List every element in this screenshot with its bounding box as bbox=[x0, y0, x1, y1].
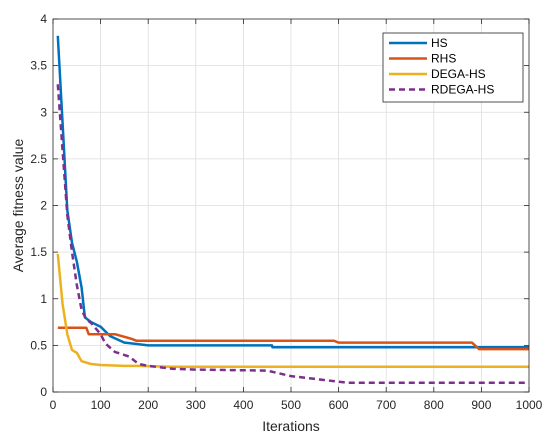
series-line-rdega-hs bbox=[56, 84, 529, 384]
y-tick-label: 1 bbox=[40, 292, 47, 306]
y-tick-label: 1.5 bbox=[30, 245, 47, 259]
y-tick-label: 2.5 bbox=[30, 152, 47, 166]
x-tick-label: 400 bbox=[233, 398, 253, 412]
legend-label-hs: HS bbox=[431, 36, 448, 50]
x-tick-label: 200 bbox=[138, 398, 158, 412]
x-axis-label: Iterations bbox=[262, 418, 320, 434]
y-tick-labels: 0 0.5 1 1.5 2 2.5 3 3.5 4 bbox=[30, 12, 47, 399]
y-tick-label: 3.5 bbox=[30, 59, 47, 73]
y-tick-label: 0.5 bbox=[30, 338, 47, 352]
x-tick-label: 1000 bbox=[516, 398, 543, 412]
x-tick-label: 300 bbox=[186, 398, 206, 412]
series-layer bbox=[56, 35, 529, 384]
legend-box bbox=[382, 32, 524, 103]
y-tick-label: 3 bbox=[40, 105, 47, 119]
x-tick-label: 800 bbox=[424, 398, 444, 412]
x-tick-label: 100 bbox=[91, 398, 111, 412]
axis-ticks bbox=[52, 18, 530, 393]
y-tick-label: 0 bbox=[40, 385, 47, 399]
y-axis-label: Average fitness value bbox=[10, 138, 26, 272]
series-line-rhs bbox=[57, 326, 529, 351]
x-tick-label: 0 bbox=[50, 398, 57, 412]
x-tick-label: 600 bbox=[329, 398, 349, 412]
x-tick-label: 700 bbox=[376, 398, 396, 412]
legend-label-rdega-hs: RDEGA-HS bbox=[431, 83, 494, 97]
x-tick-label: 900 bbox=[471, 398, 491, 412]
x-tick-labels: 0 100 200 300 400 500 600 700 800 900 1000 bbox=[50, 398, 543, 412]
y-tick-label: 4 bbox=[40, 12, 47, 26]
legend-label-dega-hs: DEGA-HS bbox=[431, 67, 486, 81]
y-tick-label: 2 bbox=[40, 199, 47, 213]
legend-label-rhs: RHS bbox=[431, 52, 456, 66]
x-tick-label: 500 bbox=[281, 398, 301, 412]
